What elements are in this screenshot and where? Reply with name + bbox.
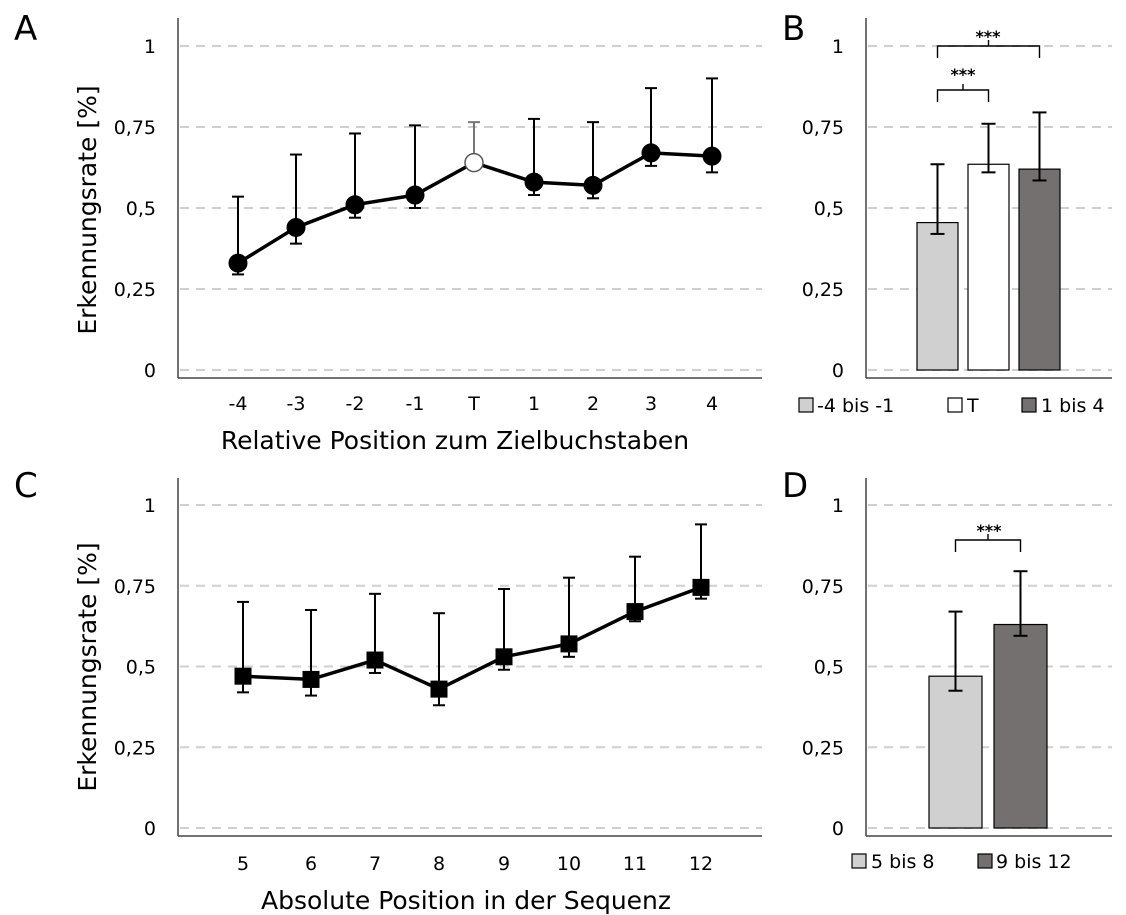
significance-bracket [936,89,990,102]
significance-bracket [954,539,1022,552]
data-point [692,578,710,596]
panel-letter: C [14,466,38,506]
legend-label: -4 bis -1 [817,395,894,417]
panel-letter: B [782,9,805,49]
x-tick-label: 8 [433,853,445,875]
legend-label: 5 bis 8 [871,851,935,873]
bar [928,675,983,829]
x-tick-label: 10 [557,853,581,875]
legend-label: 1 bis 4 [1041,395,1105,417]
y-tick-label: 0,75 [114,117,156,139]
x-tick-label: 12 [689,853,713,875]
legend-swatch [1021,397,1037,413]
x-tick-label: 7 [369,853,381,875]
chart-panel-d: D 0 0,25 0,5 0,75 1 *** 5 bis 8 9 bis 12 [782,466,1112,873]
legend-swatch [977,853,993,869]
y-tick-label: 0 [144,360,156,382]
y-tick-label: 1 [144,495,156,517]
x-tick-label: -3 [287,393,306,415]
data-point [302,670,320,688]
bar [993,623,1048,829]
x-tick-label: 6 [305,853,317,875]
y-tick-label: 0 [144,818,156,840]
y-tick-label: 0,75 [802,117,844,139]
data-point [495,648,513,666]
y-axis-title: Erkennungsrate [%] [73,542,102,791]
legend-swatch [798,397,814,413]
data-point [626,603,644,621]
y-axis-title: Erkennungsrate [%] [73,85,102,334]
y-tick-label: 0,75 [802,576,844,598]
y-tick-label: 0 [832,818,844,840]
data-point [430,680,448,698]
data-point [641,143,661,163]
data-point [702,146,722,166]
x-tick-label: 4 [706,393,718,415]
y-tick-label: 0,75 [114,576,156,598]
significance-label: *** [950,65,976,84]
data-point [583,175,603,195]
x-tick-label: -2 [346,393,365,415]
x-tick-label: -1 [406,393,425,415]
data-point [234,667,252,685]
bar [967,163,1010,371]
significance-label: *** [975,27,1001,46]
legend-swatch [947,397,963,413]
x-tick-label: 9 [498,853,510,875]
x-tick-label: 1 [528,393,540,415]
legend-swatch [851,853,867,869]
data-point [366,651,384,669]
y-tick-label: 0,25 [802,279,844,301]
y-tick-label: 0,25 [114,737,156,759]
y-tick-label: 0,5 [126,198,156,220]
chart-panel-b: B 0 0,25 0,5 0,75 1 *** *** -4 bis -1 T 1 bis 4 [782,9,1112,417]
y-tick-label: 0,5 [814,657,844,679]
x-tick-label: 2 [587,393,599,415]
x-axis-title: Relative Position zum Zielbuchstaben [221,426,689,455]
data-point [405,185,425,205]
data-point [228,253,248,273]
y-tick-label: 0,5 [814,198,844,220]
series-line [242,585,702,692]
bar [1018,168,1061,371]
legend-label: 9 bis 12 [996,851,1072,873]
x-tick-label: 3 [645,393,657,415]
data-point [286,217,306,237]
data-point [524,172,544,192]
x-tick-label: -4 [229,393,248,415]
chart-panel-c: C 0 0,25 0,5 0,75 1 5 6 7 8 9 10 11 12 Absolute Positi… [14,466,762,915]
chart-panel-a: A 0 0,25 0,5 0,75 1 -4 -3 -2 -1 T 1 2 3 4 Relative Posi… [14,9,762,455]
y-tick-label: 0,25 [802,737,844,759]
data-point [464,152,484,173]
bar [916,221,959,371]
y-tick-label: 1 [832,495,844,517]
panel-letter: D [782,466,808,506]
y-tick-label: 1 [832,36,844,58]
x-axis-title: Absolute Position in der Sequenz [261,886,671,915]
y-tick-label: 0,25 [114,279,156,301]
panel-letter: A [14,9,37,49]
significance-label: *** [976,521,1002,540]
x-tick-label: 11 [623,853,647,875]
x-tick-label: T [467,393,480,415]
y-tick-label: 0 [832,360,844,382]
legend-label: T [966,395,979,417]
significance-bracket [936,45,1041,58]
y-tick-label: 0,5 [126,657,156,679]
x-tick-label: 5 [237,853,249,875]
data-point [345,195,365,215]
y-tick-label: 1 [144,36,156,58]
data-point [560,635,578,653]
